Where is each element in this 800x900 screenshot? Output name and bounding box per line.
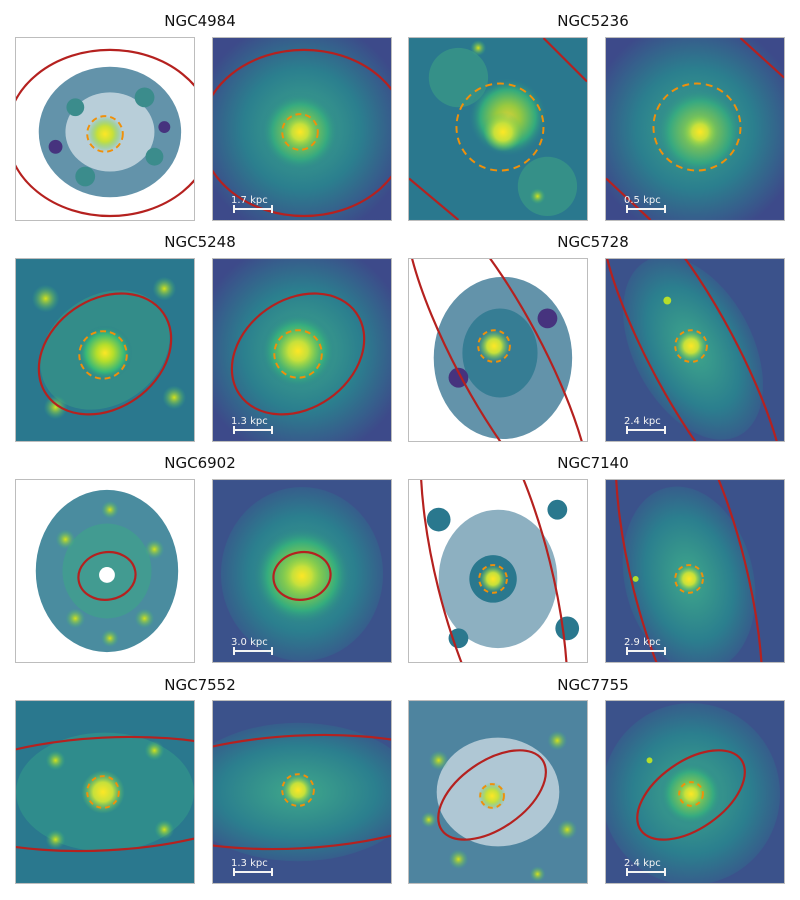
galaxy-title-ngc6902: NGC6902	[164, 454, 236, 472]
outer-ellipse	[636, 749, 746, 841]
inner-circle	[479, 783, 505, 809]
ngc5248-continuum-map: 1.3 kpc	[212, 258, 392, 442]
outer-ellipse	[419, 480, 569, 662]
ngc6902-continuum-map: 3.0 kpc	[212, 479, 392, 663]
outer-ellipse	[77, 550, 137, 601]
outer-ellipse	[16, 48, 194, 218]
inner-circle	[678, 781, 704, 807]
inner-circle	[281, 113, 319, 151]
ngc4984-emission-map	[15, 37, 195, 221]
inner-circle	[281, 773, 315, 807]
ngc5728-emission-map	[408, 258, 588, 442]
inner-circle	[273, 329, 323, 379]
scale-label: 0.5 kpc	[624, 195, 661, 206]
ngc5236-emission-map	[408, 37, 588, 221]
scale-label: 1.3 kpc	[231, 416, 268, 427]
galaxy-title-ngc7140: NGC7140	[557, 454, 629, 472]
ngc7755-emission-map	[408, 700, 588, 884]
ngc7755-continuum-map: 2.4 kpc	[605, 700, 785, 884]
scale-label: 2.4 kpc	[624, 858, 661, 869]
ngc5236-continuum-map: 0.5 kpc	[605, 37, 785, 221]
outer-ellipse	[606, 259, 784, 441]
outer-ellipse	[230, 292, 366, 416]
ngc5248-emission-map	[15, 258, 195, 442]
scale-label: 3.0 kpc	[231, 637, 268, 648]
outer-ellipse	[213, 733, 391, 851]
ngc7552-emission-map	[15, 700, 195, 884]
outer-ellipse	[409, 177, 460, 220]
inner-circle	[86, 115, 124, 153]
outer-ellipse	[437, 749, 547, 841]
galaxy-title-ngc4984: NGC4984	[164, 12, 236, 30]
scale-label: 2.9 kpc	[624, 637, 661, 648]
scale-label: 1.3 kpc	[231, 858, 268, 869]
galaxy-title-ngc5236: NGC5236	[557, 12, 629, 30]
inner-circle	[86, 775, 120, 809]
outer-ellipse	[272, 550, 332, 601]
ngc5728-continuum-map: 2.4 kpc	[605, 258, 785, 442]
ngc7552-continuum-map: 1.3 kpc	[212, 700, 392, 884]
inner-circle	[652, 82, 742, 172]
ngc7140-continuum-map: 2.9 kpc	[605, 479, 785, 663]
inner-circle	[455, 82, 545, 172]
ngc6902-emission-map	[15, 479, 195, 663]
nucleus	[87, 116, 123, 152]
scale-label: 2.4 kpc	[624, 416, 661, 427]
outer-ellipse	[37, 292, 173, 416]
inner-circle	[674, 564, 704, 594]
galaxy-title-ngc7755: NGC7755	[557, 676, 629, 694]
ngc7140-emission-map	[408, 479, 588, 663]
outer-ellipse	[213, 48, 391, 218]
galaxy-title-ngc7552: NGC7552	[164, 676, 236, 694]
outer-ellipse	[606, 177, 652, 220]
outer-ellipse	[16, 735, 194, 853]
inner-circle	[78, 330, 128, 380]
galaxy-title-ngc5728: NGC5728	[557, 233, 629, 251]
inner-circle	[674, 329, 708, 363]
galaxy-title-ngc5248: NGC5248	[164, 233, 236, 251]
inner-circle	[477, 329, 511, 363]
inner-circle	[478, 564, 508, 594]
scale-label: 1.7 kpc	[231, 195, 268, 206]
outer-ellipse	[614, 480, 764, 662]
ngc4984-continuum-map: 1.7 kpc	[212, 37, 392, 221]
